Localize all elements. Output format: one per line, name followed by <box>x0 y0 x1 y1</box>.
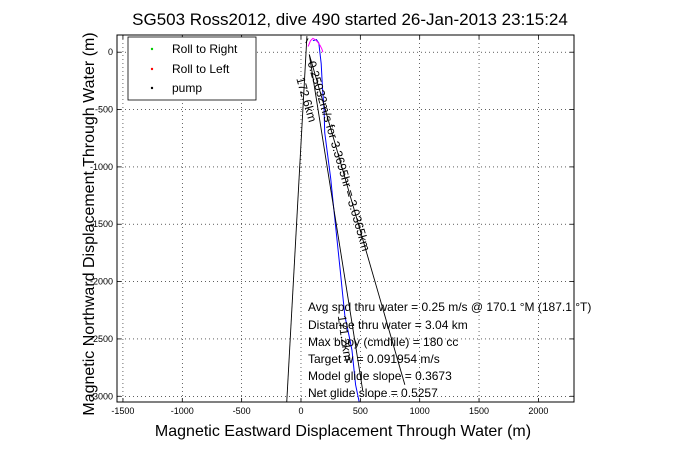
x-tick-label: 0 <box>298 406 303 416</box>
x-tick-label: 2000 <box>528 406 548 416</box>
legend-box <box>127 36 257 101</box>
y-tick-label: 0 <box>108 47 113 57</box>
legend-label-roll-left: Roll to Left <box>172 62 230 76</box>
x-tick-label: -1000 <box>171 406 194 416</box>
legend-marker-roll-left <box>150 67 154 71</box>
annotation-target-w: Target w = 0.091954 m/s <box>308 352 440 366</box>
x-tick-label: 1000 <box>410 406 430 416</box>
x-tick-label: -500 <box>233 406 251 416</box>
series-line-1 <box>307 37 324 53</box>
legend-label-pump: pump <box>172 81 202 95</box>
plot-frame <box>116 34 575 403</box>
legend-marker-pump <box>150 86 154 90</box>
chart-title: SG503 Ross2012, dive 490 started 26-Jan-… <box>132 10 568 29</box>
annotation-model-glide: Model glide slope = 0.3673 <box>308 369 452 383</box>
x-tick-label: -1500 <box>111 406 134 416</box>
annotation-avg-speed: Avg spd thru water = 0.25 m/s @ 170.1 °M… <box>308 300 591 314</box>
x-axis-label: Magnetic Eastward Displacement Through W… <box>155 423 531 440</box>
y-tick-label: -2500 <box>90 334 113 344</box>
x-tick-label: 1500 <box>469 406 489 416</box>
reference-line-0 <box>308 54 406 385</box>
y-tick-label: -2000 <box>90 277 113 287</box>
x-tick-layer: -1500 -1000 -500 0 500 1000 1500 2000 <box>111 35 548 416</box>
annotation-distance: Distance thru water = 3.04 km <box>308 318 468 332</box>
reference-line-3 <box>305 38 309 44</box>
y-tick-label: -3000 <box>90 391 113 401</box>
legend-marker-roll-right <box>150 47 154 51</box>
annotation-net-glide: Net glide slope = 0.5257 <box>308 386 438 400</box>
reference-line-1 <box>308 54 364 391</box>
y-tick-label: -1000 <box>90 162 113 172</box>
y-tick-label: -1500 <box>90 219 113 229</box>
y-tick-label: -500 <box>95 105 113 115</box>
y-axis-label: Magnetic Northward Displacement Through … <box>81 32 98 415</box>
reference-line-2 <box>286 36 308 403</box>
annotation-max-buoy: Max buoy (cmdfile) = 180 cc <box>308 335 458 349</box>
track-label-2: 171.2km <box>335 314 355 362</box>
x-tick-label: 500 <box>353 406 368 416</box>
y-tick-layer: -3000 -2500 -2000 -1500 -1000 -500 0 <box>90 47 574 401</box>
legend-label-roll-right: Roll to Right <box>172 42 238 56</box>
line-layer <box>286 36 406 403</box>
legend: Roll to Right Roll to Left pump <box>127 36 257 101</box>
stats-annotation: Avg spd thru water = 0.25 m/s @ 170.1 °M… <box>308 300 591 400</box>
